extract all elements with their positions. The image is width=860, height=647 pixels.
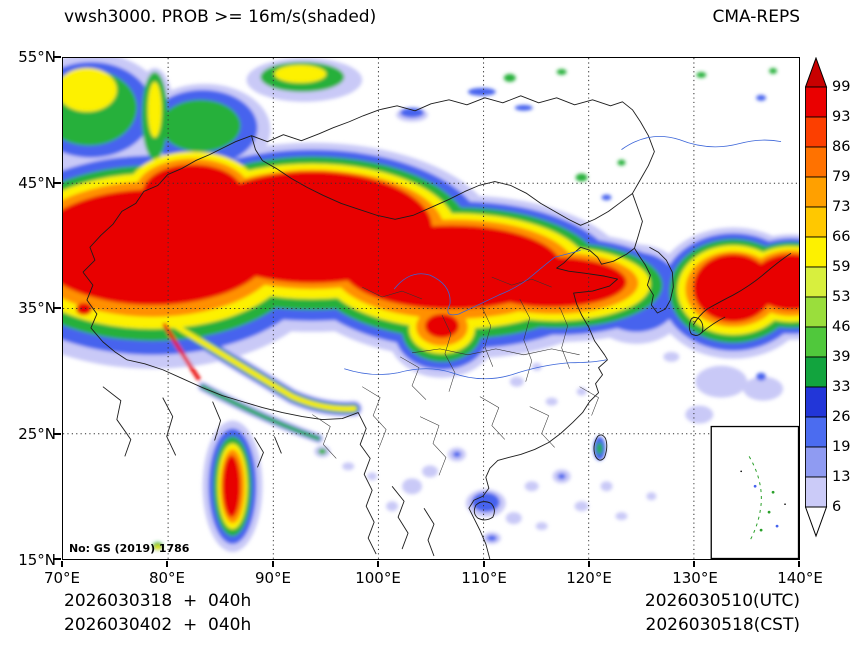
colorbar-arrow-bottom (805, 506, 828, 538)
y-tick-label: 35°N (18, 299, 56, 317)
colorbar-tick-label: 79 (832, 169, 850, 185)
x-tick-label: 80°E (148, 569, 186, 587)
colorbar-segment (805, 296, 827, 328)
axis-tick (588, 561, 590, 567)
colorbar: 99 93 86 79 73 66 59 53 46 39 33 26 19 13 6 (805, 57, 850, 538)
model-label: CMA-REPS (712, 7, 800, 27)
y-tick-label: 45°N (18, 174, 56, 192)
axis-tick (53, 56, 61, 58)
y-tick-label: 15°N (18, 551, 56, 569)
axis-tick (272, 561, 274, 567)
axis-tick (377, 561, 379, 567)
colorbar-tick-label: 53 (832, 289, 850, 305)
colorbar-tick-label: 33 (832, 379, 850, 395)
axis-tick (53, 182, 61, 184)
axis-tick (53, 433, 61, 435)
colorbar-segment (805, 116, 827, 148)
x-tick-label: 130°E (672, 569, 718, 587)
colorbar-segment (805, 236, 827, 268)
colorbar-segment (805, 326, 827, 358)
colorbar-segment (805, 476, 827, 508)
colorbar-segment (805, 86, 827, 118)
x-tick-label: 110°E (461, 569, 507, 587)
colorbar-tick-label: 99 (832, 79, 850, 95)
x-tick-label: 70°E (43, 569, 81, 587)
colorbar-tick-label: 73 (832, 199, 850, 215)
footer-init-cst: 2026030402 + 040h (64, 615, 252, 635)
footer-valid-cst: 2026030518(CST) (645, 615, 800, 635)
graticule (63, 58, 799, 559)
plot-title: vwsh3000. PROB >= 16m/s(shaded) (64, 7, 377, 27)
map-stamp: No: GS (2019) 1786 (69, 542, 190, 555)
colorbar-tick-label: 26 (832, 409, 850, 425)
colorbar-segment (805, 356, 827, 388)
axis-tick (53, 558, 61, 560)
probability-field (63, 58, 799, 553)
colorbar-tick-label: 86 (832, 139, 850, 155)
y-tick-label: 25°N (18, 425, 56, 443)
x-tick-label: 120°E (566, 569, 612, 587)
axis-tick (693, 561, 695, 567)
colorbar-segment (805, 416, 827, 448)
colorbar-segment (805, 386, 827, 418)
rivers (344, 136, 782, 380)
footer-valid-utc: 2026030510(UTC) (644, 591, 800, 611)
colorbar-tick-label: 13 (832, 469, 850, 485)
coastlines-borders (82, 95, 792, 559)
axis-tick (53, 307, 61, 309)
colorbar-arrow-top (805, 57, 828, 88)
x-tick-label: 90°E (254, 569, 292, 587)
map-plot: No: GS (2019) 1786 (62, 57, 800, 560)
colorbar-tick-label: 6 (832, 499, 841, 515)
colorbar-segment (805, 206, 827, 238)
x-tick-label: 140°E (777, 569, 823, 587)
footer-init-utc: 2026030318 + 040h (64, 591, 252, 611)
colorbar-tick-label: 19 (832, 439, 850, 455)
axis-tick (798, 561, 800, 567)
colorbar-segment (805, 176, 827, 208)
x-tick-label: 100°E (355, 569, 401, 587)
y-tick-label: 55°N (18, 48, 56, 66)
axis-tick (61, 561, 63, 567)
province-boundaries (312, 276, 599, 476)
colorbar-tick-label: 39 (832, 349, 850, 365)
axis-tick (166, 561, 168, 567)
prob-level-93 (63, 164, 799, 518)
colorbar-segment (805, 266, 827, 298)
axis-tick (483, 561, 485, 567)
colorbar-segment (805, 146, 827, 178)
colorbar-tick-label: 93 (832, 109, 850, 125)
colorbar-segment (805, 446, 827, 478)
colorbar-tick-label: 59 (832, 259, 850, 275)
inset-south-china-sea (710, 425, 799, 559)
colorbar-tick-label: 46 (832, 319, 850, 335)
map-svg: No: GS (2019) 1786 (63, 58, 799, 559)
colorbar-tick-label: 66 (832, 229, 850, 245)
